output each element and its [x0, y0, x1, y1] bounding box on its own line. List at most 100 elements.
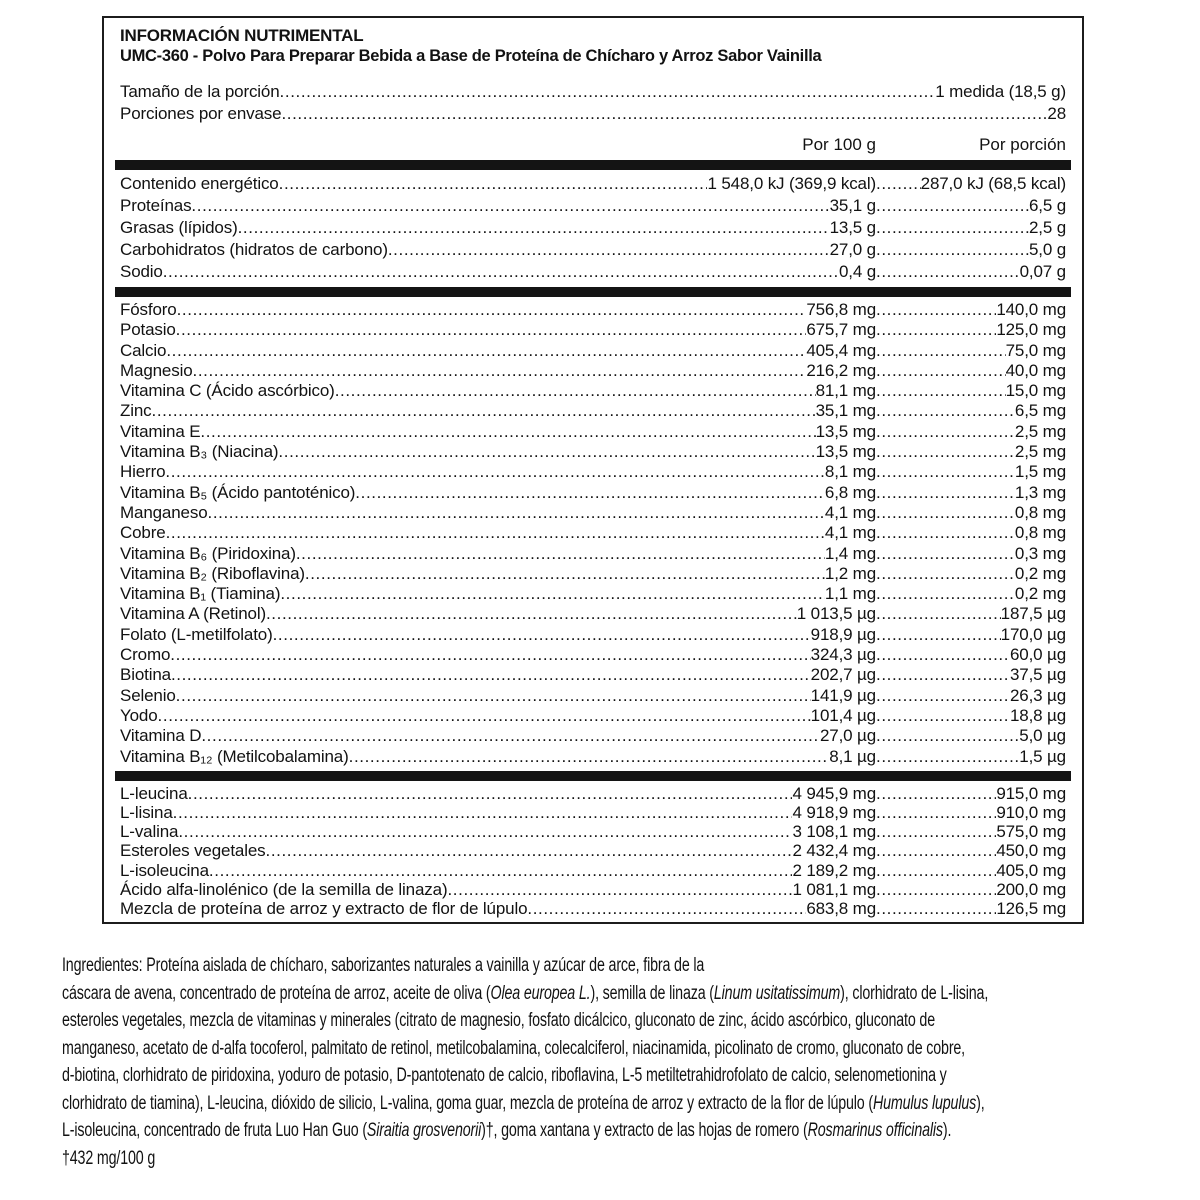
table-row: Yodo 101,4 µg 18,8 µg [120, 706, 1066, 726]
row-value-per-100g: 3 108,1 mg [792, 822, 876, 842]
dot-leader [280, 584, 825, 604]
per-100g-cell: Vitamina B₆ (Piridoxina) 1,4 mg [120, 544, 876, 564]
row-value-per-100g: 2 432,4 mg [792, 841, 876, 861]
row-value-per-100g: 1,4 mg [824, 543, 876, 563]
row-value-per-100g: 4 918,9 mg [792, 803, 876, 823]
ingredients-text: ). [942, 1120, 952, 1141]
dot-leader [876, 544, 1015, 564]
row-value-per-serving: 2,5 mg [1014, 421, 1066, 441]
table-row: Esteroles vegetales 2 432,4 mg 450,0 mg [120, 841, 1066, 860]
ingredients-line: L-isoleucina, concentrado de fruta Luo H… [62, 1117, 951, 1145]
row-value-per-serving: 26,3 µg [1009, 685, 1066, 705]
table-row: Contenido energético 1 548,0 kJ (369,9 kc… [120, 173, 1066, 195]
per-serving-cell: 18,8 µg [876, 706, 1066, 726]
column-headers: Por 100 g Por porción [120, 134, 1066, 156]
species-name: Olea europea L. [490, 982, 591, 1004]
row-label: Yodo [120, 705, 158, 725]
dot-leader [296, 544, 825, 564]
dot-leader [279, 173, 708, 195]
dot-leader [876, 564, 1015, 584]
row-label: Vitamina E [120, 421, 201, 441]
row-value-per-100g: 2 189,2 mg [792, 860, 876, 880]
table-row: Ácido alfa-linolénico (de la semilla de … [120, 880, 1066, 899]
dot-leader [201, 726, 820, 746]
row-label: Fósforo [120, 300, 177, 319]
row-label: Sodio [120, 262, 163, 281]
row-value-per-serving: 15,0 mg [1005, 381, 1066, 401]
table-row: Vitamina B₆ (Piridoxina) 1,4 mg 0,3 mg [120, 544, 1066, 564]
ingredients-line: cáscara de avena, concentrado de proteín… [62, 980, 988, 1008]
per-serving-cell: 37,5 µg [876, 665, 1066, 685]
separator-bar [115, 160, 1071, 170]
row-value-per-serving: 140,0 mg [996, 300, 1066, 319]
dot-leader [266, 841, 793, 860]
per-serving-cell: 1,3 mg [876, 483, 1066, 503]
per-100g-cell: Mezcla de proteína de arroz y extracto d… [120, 899, 876, 918]
dot-leader [876, 361, 1006, 381]
dot-leader [876, 422, 1015, 442]
row-value-per-serving: 2,5 mg [1014, 442, 1066, 462]
dot-leader [209, 861, 793, 880]
dot-leader [305, 564, 825, 584]
per-100g-cell: Folato (L-metilfolato) 918,9 µg [120, 625, 876, 645]
table-row: Cromo 324,3 µg 60,0 µg [120, 645, 1066, 665]
dot-leader [173, 803, 793, 822]
dot-leader [176, 686, 811, 706]
dot-leader [335, 381, 816, 401]
table-row: Vitamina C (Ácido ascórbico) 81,1 mg 15,0 … [120, 381, 1066, 401]
row-value-per-serving: 18,8 µg [1009, 705, 1066, 725]
dot-leader [876, 645, 1010, 665]
row-value-per-serving: 126,5 mg [996, 899, 1066, 919]
row-value-per-100g: 1 013,5 µg [796, 604, 876, 624]
table-row: Potasio 675,7 mg 125,0 mg [120, 320, 1066, 340]
per-100g-cell: Zinc 35,1 mg [120, 401, 876, 421]
ingredients-text: clorhidrato de tiamina), L-leucina, dióx… [62, 1092, 873, 1114]
per-100g-cell: L-lisina 4 918,9 mg [120, 803, 876, 822]
dot-leader [278, 442, 815, 462]
row-value-per-serving: 0,07 g [1019, 262, 1066, 281]
row-value: 28 [1047, 104, 1066, 123]
per-100g-cell: Vitamina A (Retinol) 1 013,5 µg [120, 604, 876, 624]
dot-leader [171, 665, 811, 685]
row-value-per-serving: 287,0 kJ (68,5 kcal) [920, 174, 1066, 193]
per-100g-cell: Vitamina B₅ (Ácido pantoténico) 6,8 mg [120, 483, 876, 503]
species-name: Siraitia grosvenorii [366, 1120, 482, 1141]
row-label: Vitamina B₆ (Piridoxina) [120, 543, 296, 563]
ingredients-line: clorhidrato de tiamina), L-leucina, dióx… [62, 1090, 985, 1118]
per-serving-cell: 450,0 mg [876, 841, 1066, 860]
row-label: Manganeso [120, 502, 208, 522]
table-row: Folato (L-metilfolato) 918,9 µg 170,0 µg [120, 625, 1066, 645]
dot-leader [876, 173, 921, 195]
row-value-per-serving: 575,0 mg [996, 822, 1066, 842]
table-row: L-isoleucina 2 189,2 mg 405,0 mg [120, 861, 1066, 880]
panel-title: INFORMACIÓN NUTRIMENTAL [120, 26, 364, 45]
per-serving-cell: 140,0 mg [876, 300, 1066, 320]
ingredients-line: d-biotina, clorhidrato de piridoxina, yo… [62, 1062, 947, 1090]
row-value-per-serving: 5,0 µg [1019, 726, 1066, 746]
section-macronutrients: Contenido energético 1 548,0 kJ (369,9 kc… [120, 172, 1066, 283]
per-100g-cell: Manganeso 4,1 mg [120, 503, 876, 523]
dot-leader [876, 841, 996, 860]
row-value-per-serving: 0,8 mg [1014, 523, 1066, 543]
dot-leader [191, 195, 829, 217]
per-100g-cell: Magnesio 216,2 mg [120, 361, 876, 381]
row-value-per-100g: 8,1 mg [824, 462, 876, 482]
table-row: Vitamina B₅ (Ácido pantoténico) 6,8 mg 1,3… [120, 483, 1066, 503]
species-name: Rosmarinus officinalis [807, 1120, 943, 1141]
row-value-per-100g: 35,1 g [829, 196, 876, 215]
per-100g-cell: Vitamina C (Ácido ascórbico) 81,1 mg [120, 381, 876, 401]
per-serving-cell: 915,0 mg [876, 784, 1066, 803]
row-value-per-100g: 0,4 g [838, 262, 876, 281]
table-row: Biotina 202,7 µg 37,5 µg [120, 665, 1066, 685]
row-label: Contenido energético [120, 174, 279, 193]
row-label: L-valina [120, 822, 179, 842]
row-label: Vitamina A (Retinol) [120, 604, 266, 624]
row-label: Esteroles vegetales [120, 841, 266, 861]
dot-leader [876, 584, 1015, 604]
dot-leader [876, 706, 1010, 726]
dot-leader [388, 239, 830, 261]
row-value-per-100g: 1,2 mg [824, 563, 876, 583]
per-100g-cell: Ácido alfa-linolénico (de la semilla de … [120, 880, 876, 899]
per-serving-cell: 6,5 g [876, 195, 1066, 217]
per-100g-cell: L-leucina 4 945,9 mg [120, 784, 876, 803]
